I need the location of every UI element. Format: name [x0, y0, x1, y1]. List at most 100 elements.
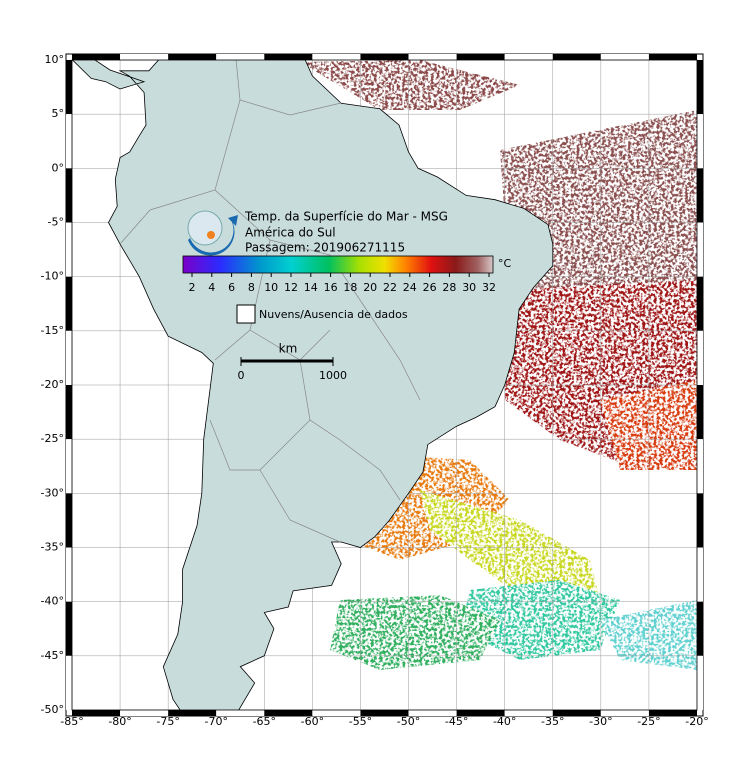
x-tick-label: -85° — [60, 715, 83, 728]
colorbar-tick-label: 10 — [264, 281, 278, 294]
title-line: Temp. da Superfície do Mar - MSG — [244, 210, 448, 224]
frame-segment — [264, 710, 313, 716]
frame-segment — [66, 547, 72, 602]
y-tick-label: -35° — [41, 541, 64, 554]
frame-segment — [504, 54, 553, 60]
sst-patch — [460, 580, 620, 660]
frame-segment — [312, 710, 361, 716]
x-tick-label: -35° — [541, 715, 564, 728]
sst-patch — [330, 595, 500, 670]
colorbar-tick-label: 14 — [304, 281, 318, 294]
frame-segment — [456, 54, 505, 60]
frame-segment — [168, 54, 217, 60]
x-tick-label: -70° — [204, 715, 227, 728]
x-tick-label: -25° — [637, 715, 660, 728]
scale-unit: km — [279, 342, 298, 356]
frame-segment — [312, 54, 361, 60]
x-tick-label: -55° — [349, 715, 372, 728]
frame-segment — [697, 439, 703, 494]
colorbar-tick-label: 28 — [442, 281, 456, 294]
sst-patch — [300, 60, 520, 110]
frame-segment — [66, 493, 72, 548]
colorbar-tick-label: 26 — [423, 281, 437, 294]
scale-tick-label: 1000 — [319, 369, 347, 382]
logo-swoosh — [188, 215, 238, 256]
legend: Nuvens/Ausencia de dados — [236, 304, 408, 324]
colorbar-tick-label: 8 — [248, 281, 255, 294]
colorbar-tick-label: 30 — [462, 281, 476, 294]
sst-patch — [600, 600, 697, 670]
sst-patch — [500, 110, 697, 330]
frame-segment — [697, 385, 703, 440]
y-tick-label: 5° — [52, 107, 65, 120]
x-tick-label: -45° — [445, 715, 468, 728]
x-tick-label: -30° — [589, 715, 612, 728]
frame-segment — [66, 276, 72, 331]
frame-segment — [697, 547, 703, 602]
sst-field — [300, 60, 697, 670]
colorbar-tick-label: 20 — [363, 281, 377, 294]
frame-segment — [697, 655, 703, 710]
frame-segment — [72, 710, 121, 716]
frame-segment — [66, 439, 72, 494]
frame-segment — [697, 601, 703, 656]
frame-segment — [697, 222, 703, 277]
sst-patch — [420, 490, 600, 610]
y-tick-label: -10° — [41, 270, 64, 283]
y-tick-label: 10° — [45, 53, 65, 66]
title-block: Temp. da Superfície do Mar - MSG América… — [187, 210, 448, 256]
frame-segment — [66, 385, 72, 440]
frame-segment — [456, 710, 505, 716]
frame-segment — [168, 710, 217, 716]
colorbar-tick-label: 24 — [403, 281, 417, 294]
title-line: América do Sul — [245, 226, 336, 240]
colorbar-tick-label: 4 — [208, 281, 215, 294]
y-tick-label: -30° — [41, 486, 64, 499]
colorbar: °C 2 4 6 8 10 12 14 16 18 20 22 24 26 28 30 32 — [182, 255, 512, 294]
colorbar-ramp — [182, 255, 494, 274]
x-tick-label: -80° — [108, 715, 131, 728]
frame-segment — [66, 222, 72, 277]
frame-segment — [697, 493, 703, 548]
colorbar-tick-label: 6 — [228, 281, 235, 294]
frame-segment — [697, 330, 703, 385]
frame-segment — [600, 710, 649, 716]
y-tick-label: -25° — [41, 432, 64, 445]
frame-segment — [360, 710, 409, 716]
frame-segment — [120, 54, 169, 60]
y-tick-label: -20° — [41, 378, 64, 391]
frame-segment — [66, 60, 72, 115]
colorbar-tick-label: 22 — [383, 281, 397, 294]
frame-segment — [697, 114, 703, 169]
frame-segment — [360, 54, 409, 60]
colorbar-tick-label: 18 — [343, 281, 357, 294]
colorbar-tick-label: 12 — [284, 281, 298, 294]
x-tick-label: -50° — [397, 715, 420, 728]
frame-segment — [408, 710, 457, 716]
y-tick-label: -40° — [41, 595, 64, 608]
title-line: Passagem: 201906271115 — [245, 241, 405, 255]
frame-segment — [697, 276, 703, 331]
y-tick-label: 0° — [52, 161, 65, 174]
x-tick-label: -75° — [156, 715, 179, 728]
y-tick-label: -50° — [41, 703, 64, 716]
y-tick-label: -45° — [41, 649, 64, 662]
x-tick-label: -65° — [253, 715, 276, 728]
colorbar-tick-label: 16 — [324, 281, 338, 294]
frame-segment — [66, 114, 72, 169]
frame-segment — [66, 168, 72, 223]
colorbar-tick-label: 32 — [482, 281, 496, 294]
frame-segment — [216, 54, 265, 60]
y-tick-label: -15° — [41, 324, 64, 337]
frame-segment — [648, 54, 697, 60]
frame-segment — [66, 330, 72, 385]
frame-segment — [66, 655, 72, 710]
y-tick-label: -5° — [48, 216, 64, 229]
frame-segment — [264, 54, 313, 60]
frame-inner — [71, 59, 698, 711]
colorbar-unit: °C — [498, 257, 512, 270]
frame-segment — [120, 710, 169, 716]
scale-bar: km 0 1000 — [238, 342, 348, 383]
frame-segment — [504, 710, 553, 716]
